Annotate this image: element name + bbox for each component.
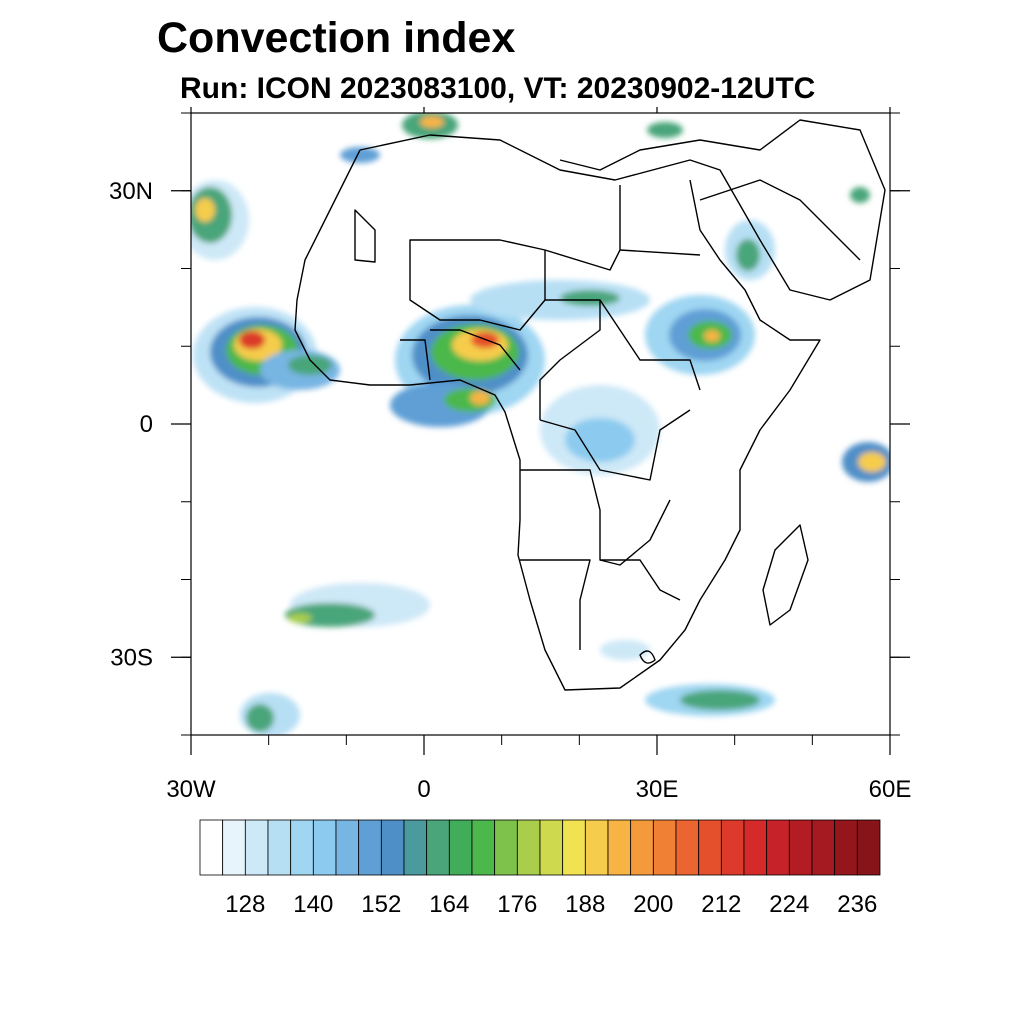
colorbar-swatch [675,819,700,876]
colorbar-swatch [312,819,337,876]
x-tick-label: 60E [869,776,912,803]
colorbar-swatch [290,819,314,876]
colorbar-label: 128 [225,891,265,918]
colorbar-labels: 128 140 152 164 176 188 200 212 224 236 [225,891,877,918]
y-tick-label: 0 [140,411,153,438]
x-tick-label: 30E [636,776,679,803]
colorbar-swatch [222,819,246,876]
colorbar-label: 176 [497,891,537,918]
chart-title: Convection index [157,14,516,62]
chart-subtitle: Run: ICON 2023083100, VT: 20230902-12UTC [180,72,816,105]
colorbar-swatch [494,819,518,876]
colorbar-swatch [788,819,813,876]
colorbar-swatch [516,819,541,876]
colorbar-label: 152 [361,891,401,918]
colorbar-swatch [267,819,292,876]
colorbar-swatch [335,819,360,876]
colorbar-swatch [562,819,586,876]
colorbar-swatch [720,819,745,876]
colorbar-swatch [856,819,881,876]
coastlines [294,119,886,691]
colorbar-swatch [584,819,609,876]
y-tick-label: 30S [110,644,153,671]
colorbar-swatch [358,819,382,876]
colorbar-label: 200 [633,891,673,918]
colorbar-label: 140 [293,891,333,918]
colorbar-label: 224 [769,891,809,918]
colorbar-swatch [244,819,269,876]
x-tick-label: 30W [166,776,216,803]
axis-ticks [171,107,910,755]
colorbar-label: 236 [837,891,877,918]
colorbar-swatch [471,819,496,876]
colorbar-swatch [448,819,473,876]
colorbar-swatch [630,819,654,876]
colorbar-swatch [426,819,450,876]
colorbar-swatch [607,819,632,876]
colorbar-swatch [698,819,722,876]
colorbar-swatch [403,819,428,876]
x-tick-label: 0 [417,776,430,803]
colorbar-label: 212 [701,891,741,918]
colorbar-swatch [652,819,677,876]
colorbar-label: 164 [429,891,469,918]
colorbar [199,819,881,876]
map-frame [190,112,891,736]
colorbar-swatch [539,819,564,876]
colorbar-label: 188 [565,891,605,918]
colorbar-swatch [199,819,224,876]
colorbar-swatch [380,819,405,876]
y-tick-label: 30N [109,178,153,205]
colorbar-swatch [834,819,858,876]
y-axis-labels: 30N 0 30S [109,178,153,672]
colorbar-swatch [743,819,768,876]
convection-field [191,113,890,735]
colorbar-swatch [811,819,836,876]
x-axis-labels: 30W 0 30E 60E [166,776,911,803]
colorbar-swatch [766,819,790,876]
